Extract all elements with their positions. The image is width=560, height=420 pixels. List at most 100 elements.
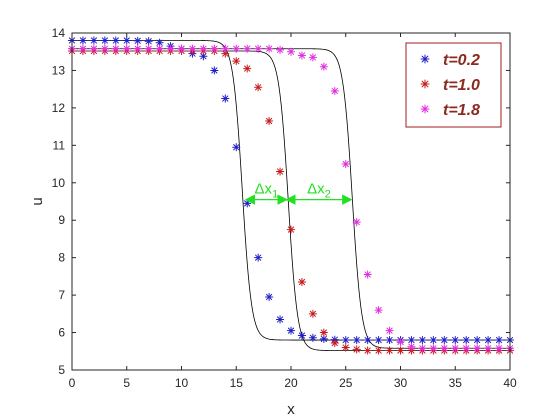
data-point <box>341 159 350 169</box>
x-tick-label: 0 <box>69 376 76 390</box>
data-point <box>330 86 339 96</box>
annotations: Δx1 Δx2 <box>244 181 353 205</box>
data-point <box>418 344 427 353</box>
x-tick-label: 40 <box>503 376 517 390</box>
data-point <box>275 315 285 324</box>
y-tick-label: 13 <box>52 63 66 77</box>
x-tick-label: 20 <box>284 376 298 390</box>
data-point <box>473 335 482 345</box>
data-point <box>297 331 307 340</box>
data-point <box>494 344 504 353</box>
legend-marker <box>420 79 430 89</box>
data-point <box>396 337 405 347</box>
data-point <box>341 335 350 345</box>
data-point <box>429 344 438 353</box>
data-point <box>243 199 252 208</box>
data-point <box>89 44 98 53</box>
data-point <box>78 44 88 53</box>
data-point <box>286 326 296 335</box>
data-point <box>155 44 164 53</box>
data-point <box>210 66 219 75</box>
data-point <box>286 225 296 234</box>
data-point <box>385 335 394 345</box>
x-ticks: 0 5 10 15 20 25 30 35 40 <box>69 33 517 390</box>
data-point <box>396 346 405 355</box>
data-point <box>265 116 274 126</box>
data-point <box>440 335 449 345</box>
data-point <box>451 335 460 345</box>
data-point <box>352 345 361 354</box>
data-point <box>462 335 471 345</box>
data-point <box>221 94 230 103</box>
data-point <box>210 44 219 53</box>
data-point <box>254 83 263 92</box>
data-point <box>374 346 383 355</box>
data-point <box>363 270 372 279</box>
y-tick-label: 9 <box>58 213 65 227</box>
data-point <box>385 346 394 355</box>
data-point <box>111 36 120 45</box>
data-point <box>243 64 252 73</box>
delta-x-label: Δx1 <box>255 181 279 201</box>
x-tick-label: 5 <box>123 376 130 390</box>
y-ticks: 5 6 7 8 9 10 11 12 13 14 <box>52 26 510 377</box>
data-point <box>484 335 493 345</box>
data-point <box>352 217 361 227</box>
data-point <box>221 44 230 53</box>
legend: t=0.2 t=1.0 t=1.8 <box>405 42 502 128</box>
data-point <box>319 62 328 71</box>
data-point <box>111 44 120 53</box>
data-point <box>166 44 175 53</box>
data-point <box>429 335 438 345</box>
legend-marker <box>420 54 430 64</box>
legend-box <box>405 42 502 128</box>
y-tick-label: 10 <box>52 176 66 190</box>
data-point <box>232 56 241 66</box>
data-point <box>363 335 372 345</box>
data-point <box>385 326 394 335</box>
y-tick-label: 14 <box>52 26 66 40</box>
x-tick-label: 35 <box>449 376 463 390</box>
data-point <box>418 335 427 345</box>
data-point <box>341 343 350 352</box>
data-point <box>254 253 263 262</box>
data-point <box>473 344 482 353</box>
x-tick-label: 15 <box>230 376 244 390</box>
data-point <box>407 335 416 345</box>
data-point <box>374 335 383 345</box>
y-tick-label: 6 <box>58 326 65 340</box>
y-tick-label: 5 <box>58 363 65 377</box>
data-point <box>484 344 493 353</box>
data-point <box>265 292 274 302</box>
x-tick-label: 10 <box>175 376 189 390</box>
data-point <box>133 44 142 53</box>
data-point <box>286 47 296 56</box>
data-point <box>352 335 361 345</box>
legend-marker <box>420 104 430 114</box>
y-tick-label: 12 <box>52 101 66 115</box>
data-point <box>78 36 88 45</box>
data-point <box>243 44 252 53</box>
data-point <box>221 49 230 58</box>
data-point <box>297 51 307 60</box>
data-markers <box>67 36 515 355</box>
data-point <box>308 309 317 318</box>
y-tick-label: 11 <box>53 138 66 152</box>
data-point <box>319 328 328 337</box>
data-point <box>265 44 274 53</box>
x-tick-label: 25 <box>339 376 353 390</box>
data-point <box>363 346 372 355</box>
data-point <box>462 344 471 353</box>
data-point <box>144 37 153 46</box>
data-point <box>188 44 197 53</box>
data-point <box>297 277 307 287</box>
data-point <box>440 344 449 353</box>
legend-entry-label: t=1.0 <box>443 77 480 94</box>
data-point <box>199 44 208 53</box>
data-point <box>254 44 263 53</box>
data-point <box>232 143 241 152</box>
data-point <box>144 44 153 53</box>
data-point <box>100 44 109 53</box>
legend-entry-label: t=0.2 <box>443 52 480 69</box>
